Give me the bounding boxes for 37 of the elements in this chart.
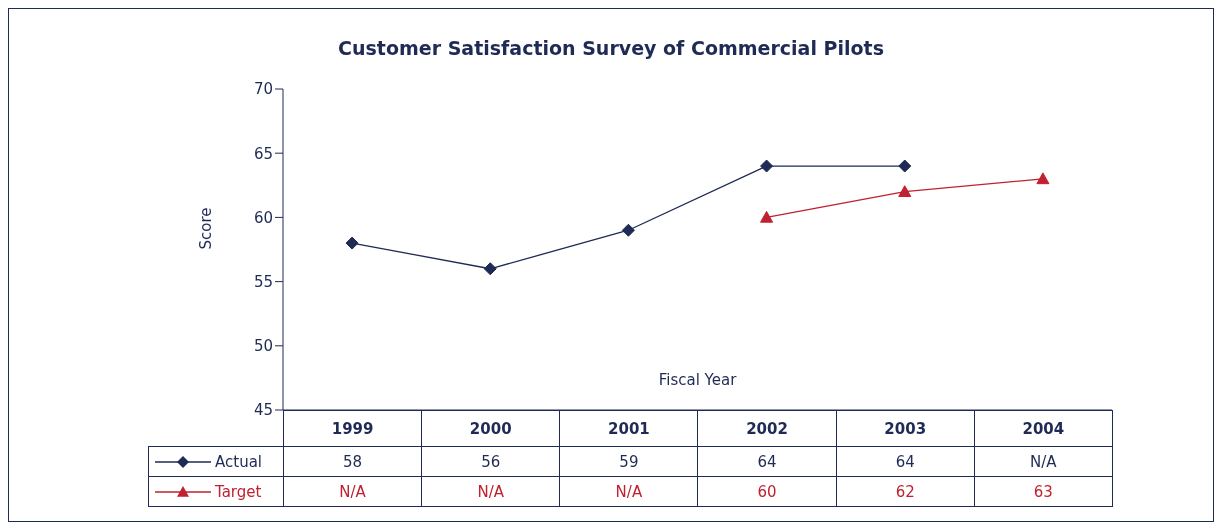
text: N/A	[339, 482, 366, 501]
y-tick-label: 45	[253, 401, 273, 420]
point	[483, 262, 497, 276]
x-tick-label: 2002	[697, 410, 837, 447]
point	[898, 159, 912, 173]
y-tick-label: 60	[253, 208, 273, 227]
legend-label: Target	[215, 482, 262, 501]
x-tick-label: 2000	[421, 410, 560, 447]
data-label: 64	[697, 446, 837, 477]
text: N/A	[1030, 452, 1057, 471]
data-label: 58	[283, 446, 422, 477]
data-label: 62	[836, 476, 975, 507]
data-label: 63	[974, 476, 1113, 507]
x-tick-label: 1999	[283, 410, 422, 447]
point	[621, 223, 635, 237]
point	[760, 210, 774, 223]
chart-title: Customer Satisfaction Survey of Commercial Pilots	[337, 37, 885, 59]
y-tick-label: 50	[253, 337, 273, 356]
text: N/A	[477, 482, 504, 501]
y-axis-title: Score	[197, 207, 216, 250]
data-label: 64	[836, 446, 975, 477]
point	[898, 185, 912, 198]
y-tick-label: 55	[253, 272, 273, 291]
x-tick-label: 2003	[836, 410, 975, 447]
y-tick-label: 65	[253, 144, 273, 163]
data-label: 56	[421, 446, 560, 477]
text: N/A	[615, 482, 643, 501]
legend-label: Actual	[215, 452, 262, 471]
point	[760, 159, 774, 173]
point	[345, 236, 359, 250]
data-label: 59	[559, 446, 698, 477]
x-tick-label: 2004	[974, 410, 1113, 447]
x-axis-title: Fiscal Year	[657, 371, 738, 389]
data-label: 60	[697, 476, 837, 507]
point	[1036, 172, 1050, 185]
x-tick-label: 2001	[559, 410, 698, 447]
y-tick-label: 70	[253, 80, 273, 99]
